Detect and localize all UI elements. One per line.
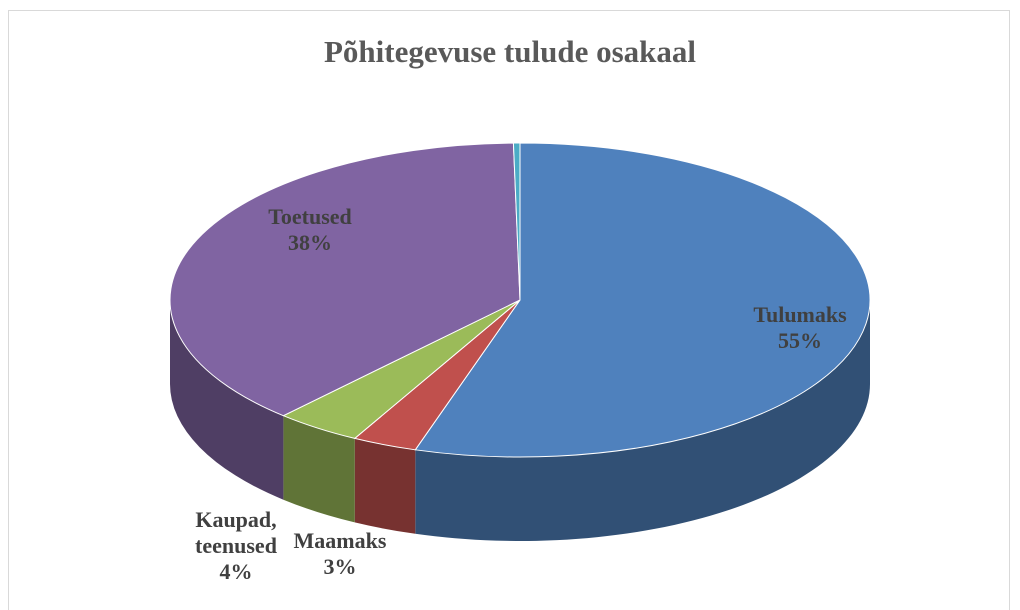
slice-side [354,438,416,534]
label-value: 55% [778,328,822,353]
slice-side [415,300,870,541]
data-label: Maamaks 3% [285,528,395,580]
data-label: Tulumaks 55% [735,302,865,354]
slice [169,142,521,417]
label-category: Toetused [268,204,352,229]
label-category: Tulumaks [753,302,847,327]
data-label: Toetused 38% [255,204,365,256]
slice-tops [169,142,871,458]
slice-sides [170,300,870,541]
label-value: 38% [288,230,332,255]
slice [512,142,521,301]
label-category: Kaupad, teenused [195,507,277,558]
slice-side [170,300,284,500]
chart-title: Põhitegevuse tulude osakaal [323,34,697,69]
slice-side [283,415,355,523]
label-value: 4% [219,559,253,584]
chart-frame [8,10,1010,610]
label-category: Maamaks [293,528,387,553]
label-value: 3% [323,554,357,579]
data-label: Kaupad, teenused 4% [176,507,296,585]
slice [414,142,871,458]
